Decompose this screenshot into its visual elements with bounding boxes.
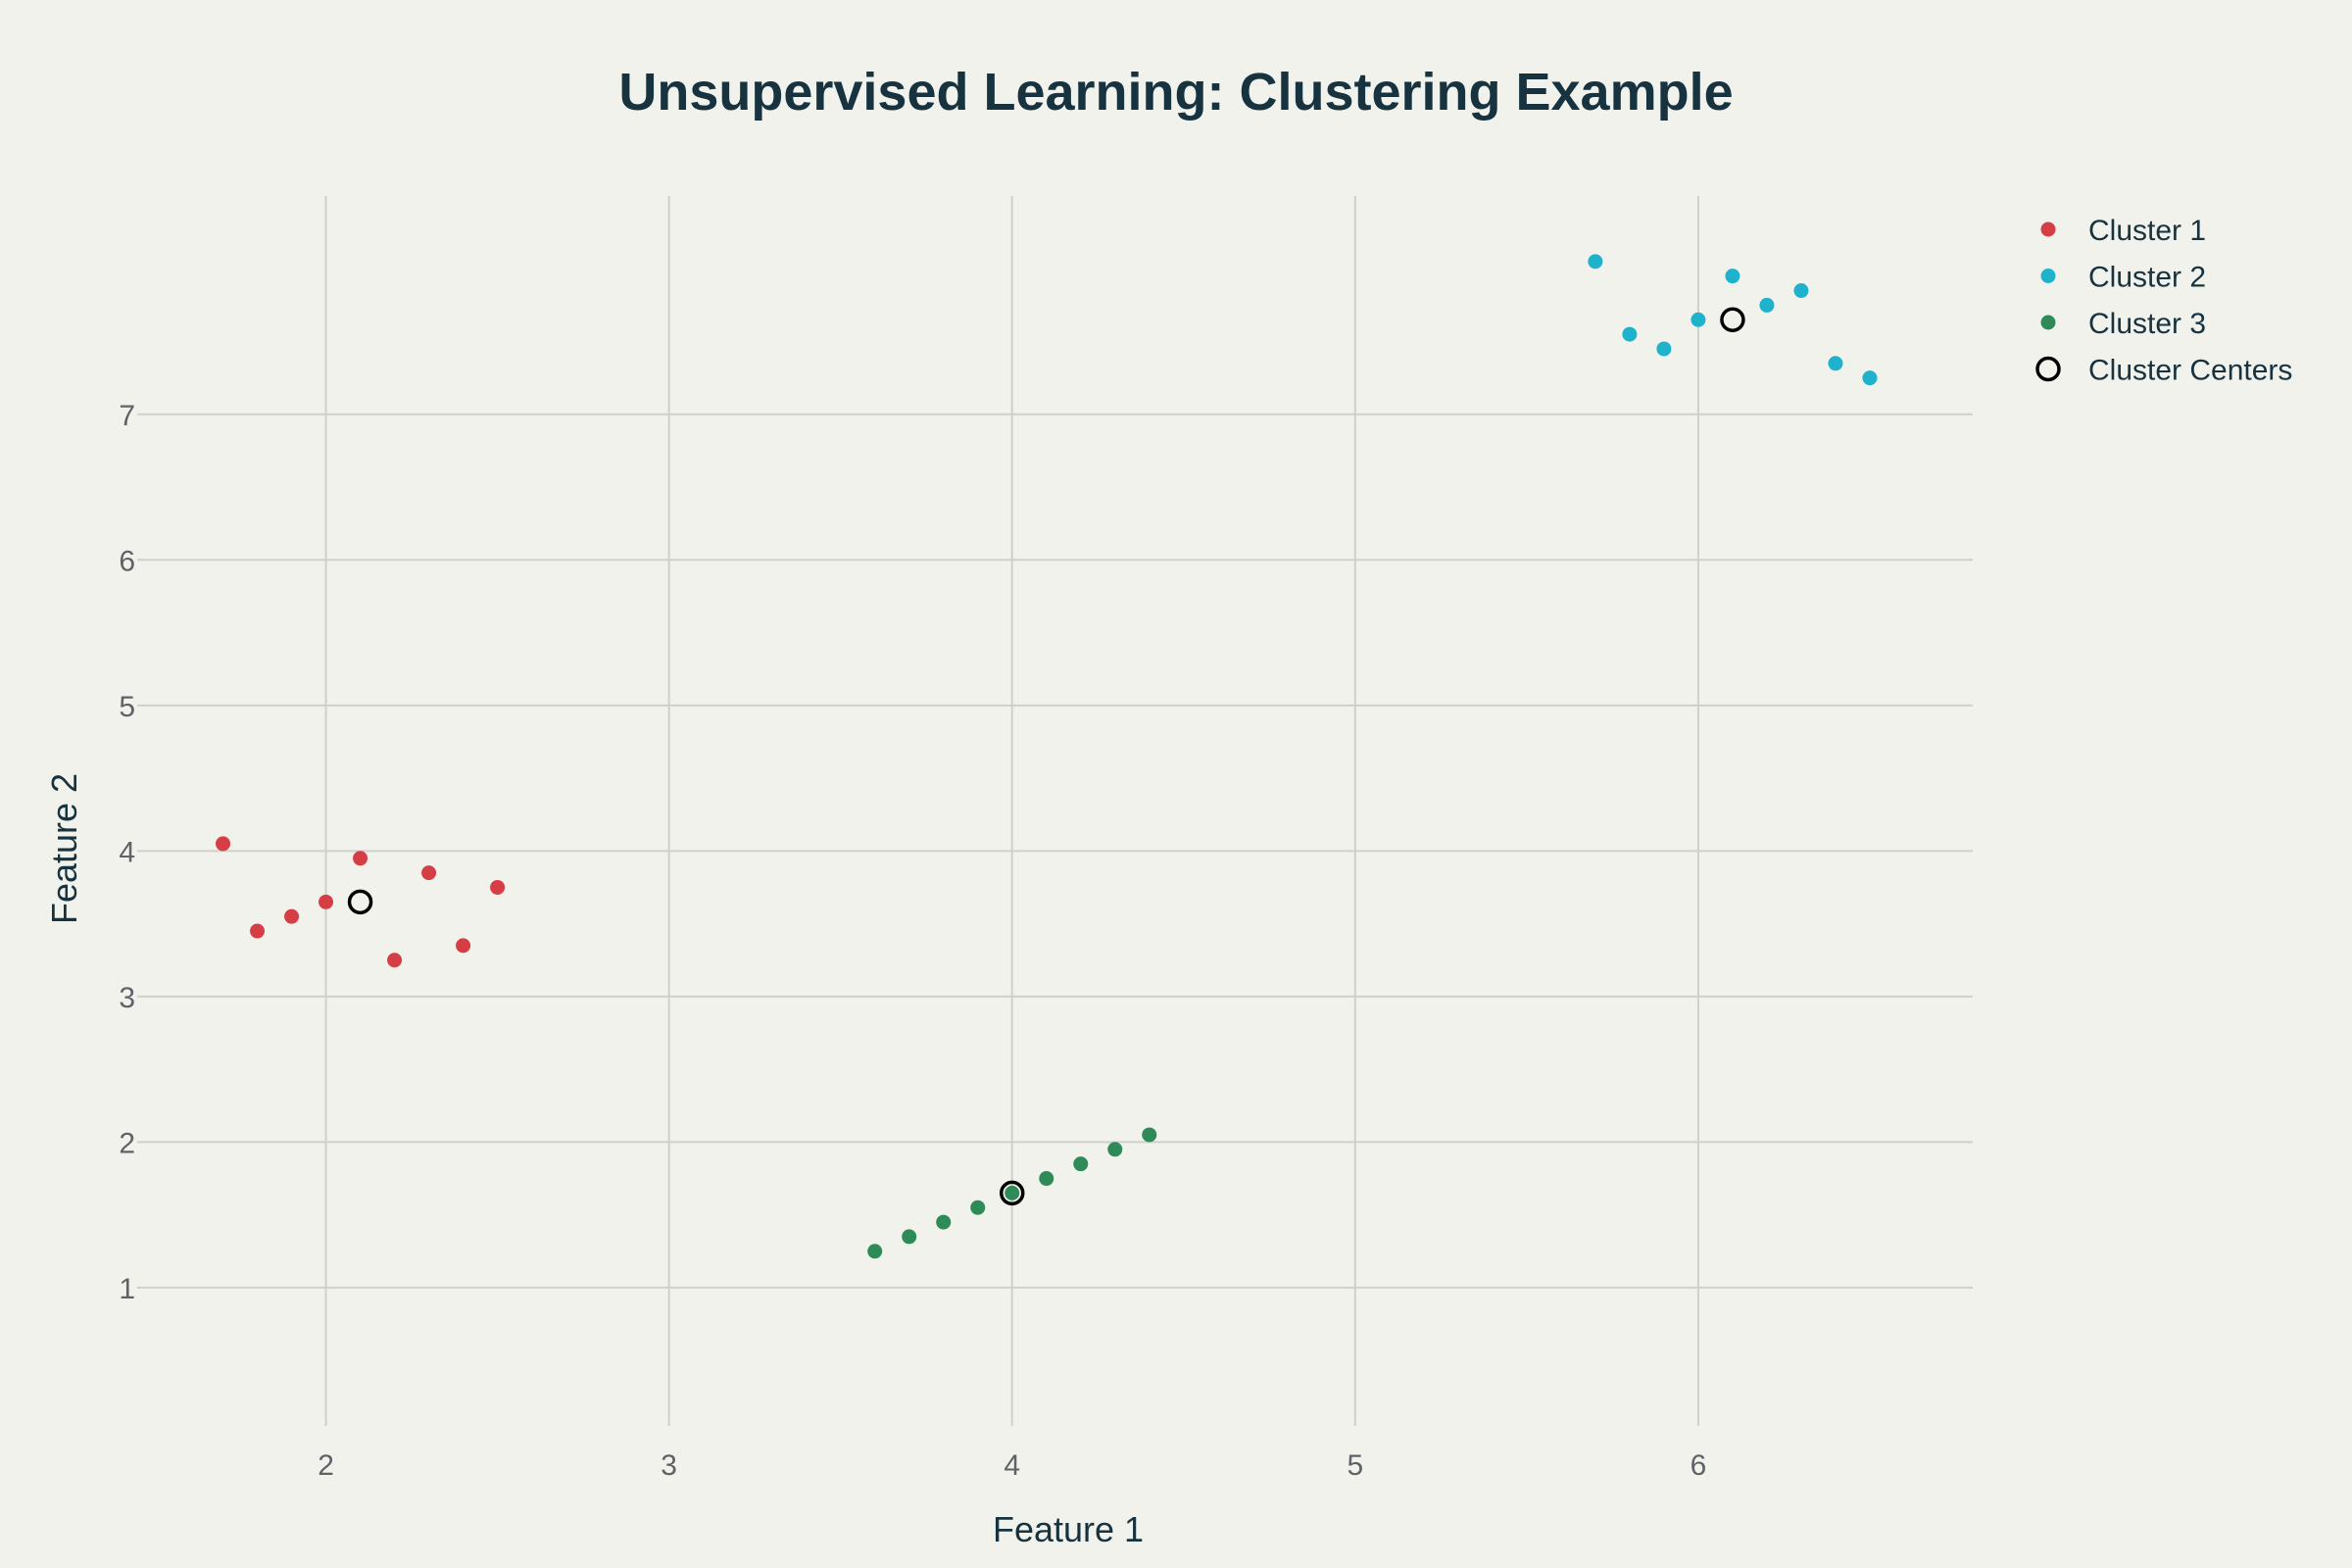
data-point — [936, 1214, 952, 1230]
data-point — [1690, 312, 1706, 327]
y-tick-label: 1 — [119, 1273, 135, 1305]
data-point — [1862, 370, 1878, 386]
data-point — [1107, 1142, 1123, 1157]
data-point — [387, 953, 403, 968]
legend-marker — [2035, 356, 2061, 382]
y-axis-title: Feature 2 — [44, 773, 84, 924]
y-tick-label: 7 — [119, 400, 135, 432]
legend-label: Cluster 1 — [2088, 215, 2206, 247]
data-point — [1073, 1156, 1089, 1172]
data-point — [1142, 1127, 1157, 1143]
data-point — [353, 851, 368, 866]
y-tick-label: 2 — [119, 1127, 135, 1159]
x-tick-label: 6 — [1690, 1449, 1707, 1482]
data-point — [1793, 283, 1809, 299]
legend-marker — [2040, 315, 2056, 330]
x-tick-label: 4 — [1004, 1449, 1020, 1482]
legend-label: Cluster Centers — [2088, 355, 2292, 387]
data-point — [456, 938, 471, 954]
cluster-center-marker — [347, 889, 373, 915]
grid-lines — [137, 196, 1973, 1426]
data-point — [284, 908, 300, 924]
x-tick-label: 5 — [1347, 1449, 1363, 1482]
legend: Cluster 1 Cluster 2 Cluster 3 Cluster Cente… — [2035, 215, 2292, 387]
x-axis-title: Feature 1 — [993, 1509, 1144, 1549]
legend-label: Cluster 3 — [2088, 308, 2206, 340]
data-point — [1588, 254, 1603, 270]
data-point — [318, 894, 334, 909]
y-tick-label: 3 — [119, 982, 135, 1014]
data-point — [1759, 297, 1775, 313]
data-point — [421, 865, 437, 881]
axis-ticks: 2 3 4 5 6 1 2 3 4 5 6 7 — [119, 400, 1706, 1482]
data-point — [1004, 1185, 1020, 1200]
y-tick-label: 6 — [119, 545, 135, 577]
data-point — [1039, 1171, 1054, 1187]
data-point — [490, 879, 506, 895]
data-point — [1622, 326, 1638, 342]
data-point — [1656, 341, 1672, 357]
cluster-center-marker — [999, 1180, 1025, 1206]
cluster-center-marker — [1720, 307, 1745, 332]
chart-title: Unsupervised Learning: Clustering Exampl… — [618, 63, 1733, 122]
x-tick-label: 3 — [661, 1449, 677, 1482]
data-point — [1828, 356, 1843, 371]
data-point — [1725, 269, 1740, 284]
data-points — [216, 254, 1878, 1259]
y-tick-label: 5 — [119, 691, 135, 723]
legend-marker — [2040, 221, 2056, 237]
legend-label: Cluster 2 — [2088, 262, 2206, 294]
data-point — [250, 923, 266, 939]
data-point — [216, 836, 231, 852]
data-point — [902, 1229, 917, 1245]
x-tick-label: 2 — [318, 1449, 334, 1482]
data-point — [970, 1200, 986, 1215]
data-point — [867, 1244, 883, 1259]
y-tick-label: 4 — [119, 836, 135, 868]
legend-marker — [2040, 269, 2056, 283]
